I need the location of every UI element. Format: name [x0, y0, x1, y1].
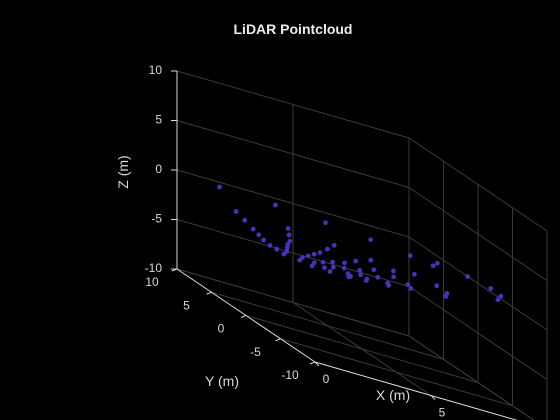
- data-point: [407, 253, 413, 259]
- data-point: [330, 264, 336, 270]
- data-point: [285, 226, 291, 231]
- data-point: [498, 293, 504, 299]
- z-tick-label: 0: [155, 162, 162, 176]
- data-point: [325, 246, 330, 252]
- data-point: [495, 297, 501, 303]
- grid-line: [408, 137, 548, 232]
- data-point: [250, 226, 256, 232]
- data-point: [261, 237, 267, 243]
- z-tick-label: -10: [145, 261, 163, 275]
- y-tick-label: -5: [250, 345, 261, 359]
- x-tick-label: 0: [323, 372, 330, 386]
- data-point: [323, 220, 328, 226]
- data-point: [368, 257, 374, 263]
- data-point: [242, 217, 248, 223]
- y-tick: [171, 268, 178, 272]
- y-tick: [309, 361, 316, 365]
- grid-line: [408, 335, 535, 420]
- z-axis-label: Z (m): [115, 155, 131, 188]
- data-point: [233, 209, 239, 214]
- grid-line: [176, 169, 410, 238]
- data-point: [443, 294, 449, 299]
- data-point: [358, 272, 364, 278]
- data-point: [488, 286, 494, 291]
- grid-line: [176, 219, 410, 287]
- y-tick-label: 5: [183, 298, 190, 312]
- data-point: [363, 278, 369, 283]
- y-tick-label: 0: [218, 322, 225, 336]
- data-point: [309, 263, 315, 269]
- y-tick-label: 10: [145, 275, 159, 289]
- chart-title: LiDAR Pointcloud: [234, 21, 353, 37]
- y-tick: [240, 315, 247, 318]
- z-tick-label: 5: [155, 113, 162, 127]
- data-point: [267, 243, 273, 248]
- data-point: [281, 251, 287, 257]
- data-point: [375, 274, 381, 280]
- grid-line: [408, 236, 548, 331]
- data-point: [327, 269, 333, 274]
- data-point: [305, 253, 311, 259]
- y-tick: [206, 291, 212, 295]
- data-point: [342, 260, 347, 266]
- data-point: [405, 282, 411, 288]
- data-point: [408, 286, 414, 291]
- data-point: [368, 237, 374, 243]
- x-tick-label: 5: [439, 406, 446, 420]
- grid-layer: [176, 70, 548, 420]
- data-point: [434, 260, 440, 266]
- data-point: [273, 202, 278, 208]
- data-point: [434, 283, 440, 289]
- data-point: [311, 251, 317, 257]
- x-axis-label: X (m): [376, 387, 410, 403]
- data-point: [217, 184, 222, 190]
- x-tick: [430, 395, 436, 400]
- data-point: [371, 267, 377, 273]
- z-tick-label: 10: [149, 63, 163, 77]
- data-point: [430, 263, 436, 269]
- data-point: [357, 268, 363, 273]
- z-tick-label: -5: [151, 212, 162, 226]
- data-point: [411, 271, 417, 277]
- grid-line: [245, 315, 479, 383]
- data-point: [322, 265, 327, 271]
- data-point: [256, 232, 262, 238]
- grid-line: [408, 286, 548, 380]
- data-point: [286, 232, 292, 238]
- data-point: [391, 268, 396, 274]
- grid-line: [408, 187, 548, 281]
- data-point: [330, 259, 336, 265]
- grid-line: [211, 291, 444, 360]
- y-tick: [275, 338, 281, 342]
- grid-line: [176, 70, 410, 139]
- data-point: [341, 265, 347, 271]
- grid-line: [280, 338, 513, 407]
- x-tick: [314, 361, 320, 367]
- data-point: [317, 250, 323, 255]
- points-layer: [217, 184, 504, 303]
- data-point: [346, 274, 352, 280]
- data-point: [331, 242, 337, 248]
- data-point: [391, 274, 396, 280]
- data-point: [465, 274, 471, 279]
- y-axis-label: Y (m): [205, 373, 239, 389]
- grid-line: [176, 120, 410, 188]
- data-point: [353, 258, 359, 264]
- y-tick-label: -10: [281, 368, 299, 382]
- grid-line: [176, 268, 410, 337]
- axis-layer: [171, 70, 518, 420]
- data-point: [386, 283, 391, 288]
- data-point: [297, 257, 303, 263]
- data-point: [274, 246, 280, 252]
- data-point: [320, 259, 326, 265]
